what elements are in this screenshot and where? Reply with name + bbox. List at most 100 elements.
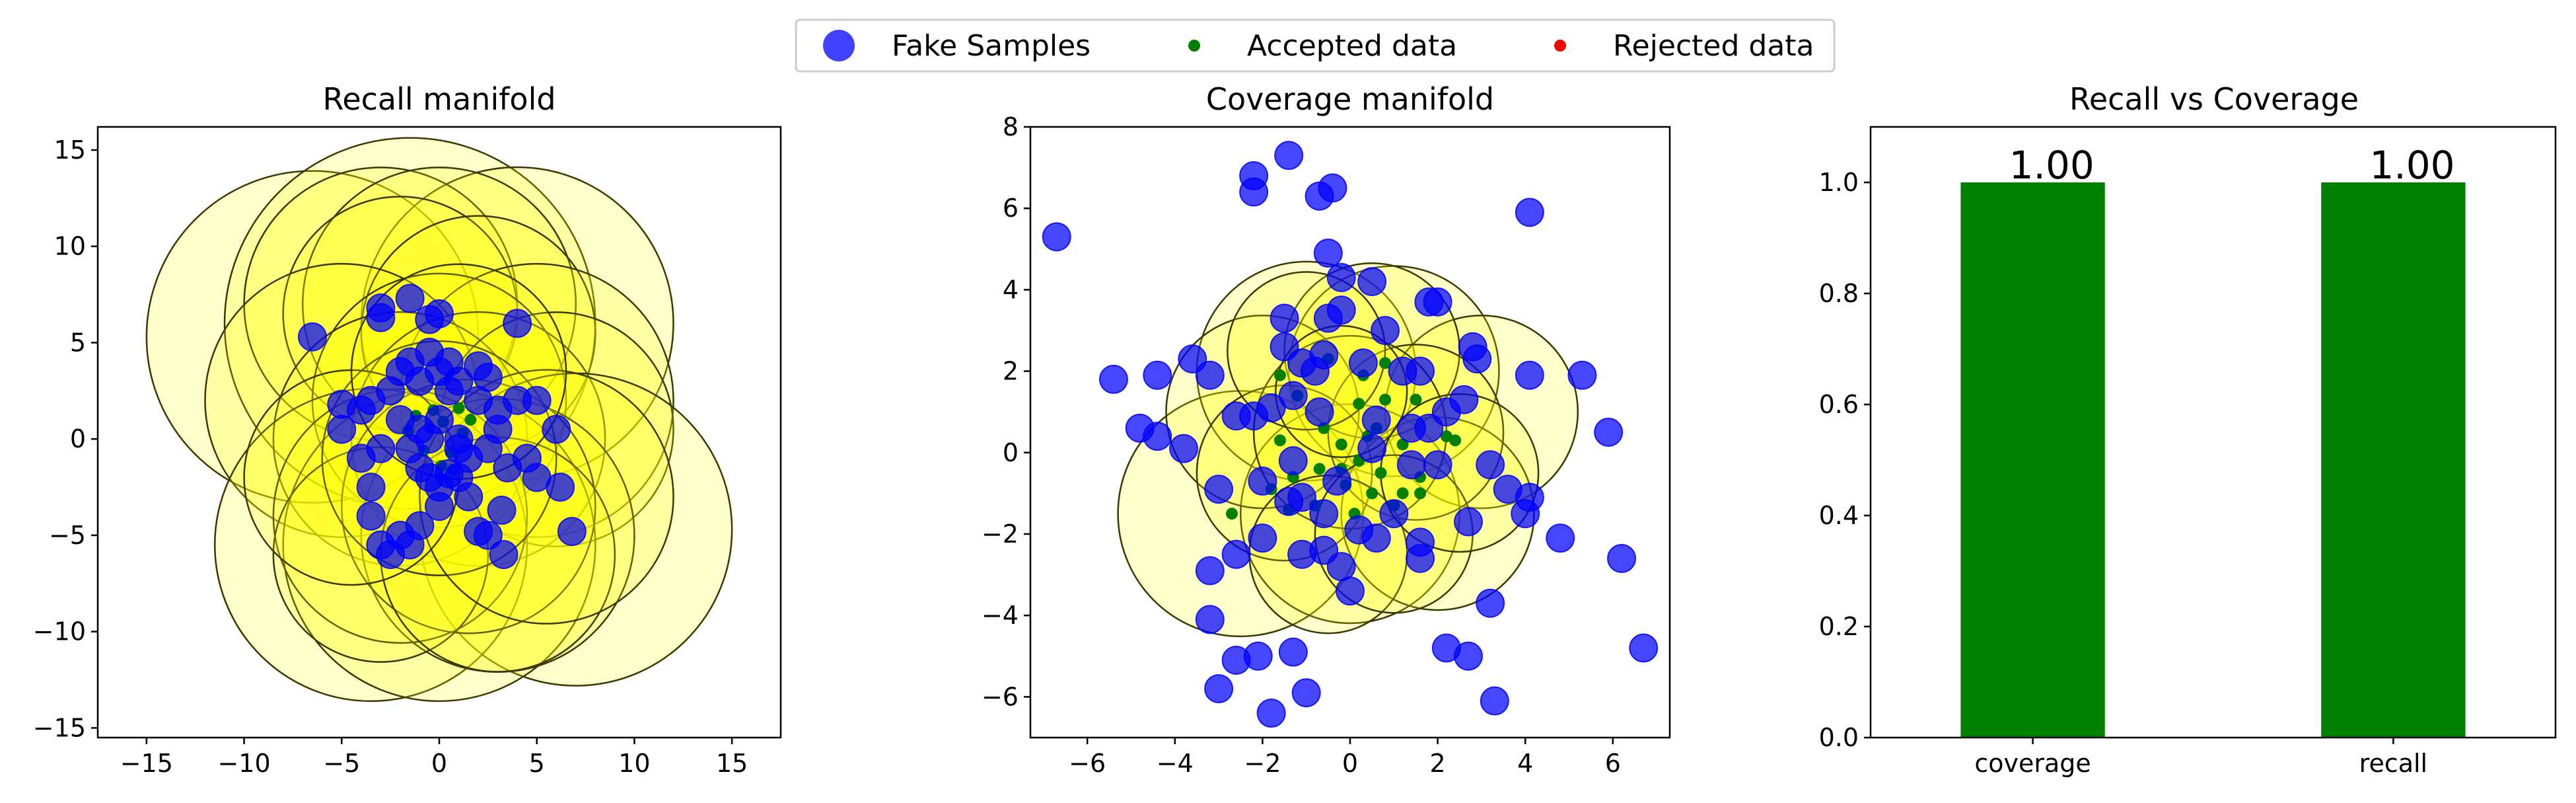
recall-manifold-x-tick-label: −15 bbox=[120, 749, 173, 778]
coverage-manifold-x-tick-label: −2 bbox=[1244, 749, 1281, 778]
recall-manifold-title: Recall manifold bbox=[322, 81, 555, 117]
recall-manifold-y-tick-label: 15 bbox=[54, 135, 86, 165]
coverage-manifold-fake-point bbox=[1204, 674, 1234, 704]
coverage-manifold-fake-point bbox=[1309, 340, 1339, 369]
coverage-manifold-accepted-point bbox=[1375, 467, 1387, 479]
coverage-manifold-y-tick-label: −2 bbox=[982, 519, 1019, 549]
coverage-manifold-fake-point bbox=[1476, 450, 1505, 480]
coverage-manifold-accepted-point bbox=[1353, 397, 1365, 410]
coverage-manifold-fake-point bbox=[1042, 222, 1071, 252]
coverage-manifold-fake-point bbox=[1379, 499, 1409, 529]
recall-vs-coverage-frame bbox=[1869, 126, 2557, 739]
recall-manifold-y-tick-label: −15 bbox=[33, 713, 86, 742]
coverage-manifold-accepted-point bbox=[1449, 434, 1462, 447]
coverage-manifold-fake-point bbox=[1449, 385, 1479, 414]
coverage-manifold-fake-point bbox=[1515, 360, 1544, 390]
recall-manifold-fake-point bbox=[405, 511, 435, 541]
coverage-manifold-fake-point bbox=[1336, 576, 1365, 606]
coverage-manifold-fake-point bbox=[1462, 344, 1492, 374]
coverage-manifold-accepted-point bbox=[1313, 463, 1326, 475]
recall-manifold-x-tick-label: 10 bbox=[618, 749, 650, 778]
coverage-manifold-y-tick-label: 6 bbox=[1003, 194, 1019, 223]
recall-manifold-fake-point bbox=[487, 496, 517, 525]
coverage-manifold-fake-point bbox=[1248, 523, 1277, 553]
recall-manifold-y-tick-label: 0 bbox=[70, 424, 86, 453]
coverage-manifold-y-ticks: −6 −4 −2 0 2 4 6 8 bbox=[982, 112, 1030, 711]
coverage-manifold-fake-point bbox=[1476, 588, 1505, 618]
coverage-manifold-fake-point bbox=[1396, 413, 1426, 443]
coverage-manifold-fake-point bbox=[1326, 262, 1356, 292]
recall-manifold-x-tick-label: 0 bbox=[431, 749, 447, 778]
coverage-manifold-fake-point bbox=[1248, 466, 1277, 496]
coverage-manifold-fake-point bbox=[1098, 364, 1128, 394]
coverage-manifold-fake-point bbox=[1270, 303, 1299, 333]
recall-manifold-fake-point bbox=[489, 540, 519, 570]
coverage-manifold-fake-point bbox=[1546, 523, 1575, 553]
coverage-manifold-y-tick-label: 0 bbox=[1003, 438, 1019, 467]
coverage-manifold-x-ticks: −6 −4 −2 0 2 4 6 bbox=[1069, 738, 1621, 778]
coverage-manifold-fake-point bbox=[1195, 360, 1225, 390]
legend: Fake Samples Accepted data Rejected data bbox=[795, 19, 1836, 73]
coverage-manifold-fake-point bbox=[1256, 393, 1286, 423]
recall-manifold-fake-point bbox=[297, 322, 327, 352]
recall-manifold-fake-point bbox=[483, 414, 513, 444]
recall-manifold-fake-point bbox=[356, 501, 386, 531]
recall-manifold-x-tick-label: 5 bbox=[529, 749, 545, 778]
recall-manifold-y-tick-label: 10 bbox=[54, 232, 86, 261]
coverage-manifold-fake-point bbox=[1357, 267, 1387, 297]
recall-manifold-y-ticks: −15 −10 −5 0 5 10 15 bbox=[33, 135, 98, 742]
bar-value-label: 1.00 bbox=[2369, 143, 2454, 188]
coverage-manifold-fake-point bbox=[1607, 543, 1637, 573]
recall-manifold-fake-point bbox=[444, 366, 474, 396]
recall-manifold-fake-point bbox=[473, 520, 503, 550]
recall-manifold-fake-point bbox=[346, 443, 376, 473]
coverage-manifold-fake-point bbox=[1243, 641, 1273, 671]
coverage-manifold-fake-point bbox=[1278, 446, 1308, 476]
coverage-manifold-fake-point bbox=[1348, 348, 1378, 378]
legend-accepted-marker bbox=[1188, 40, 1200, 52]
recall-manifold-y-tick-label: −5 bbox=[49, 521, 86, 550]
coverage-manifold-y-tick-label: −6 bbox=[982, 682, 1019, 711]
coverage-manifold-fake-point bbox=[1357, 434, 1387, 463]
coverage-manifold-fake-point bbox=[1195, 556, 1225, 586]
y-tick-label: 0.4 bbox=[1819, 501, 1859, 530]
recall-manifold-fake-point bbox=[366, 303, 396, 332]
coverage-manifold-fake-point bbox=[1143, 422, 1172, 451]
coverage-manifold-y-tick-label: 8 bbox=[1003, 112, 1019, 141]
coverage-manifold-x-tick-label: 0 bbox=[1342, 749, 1358, 778]
coverage-manifold-fake-point bbox=[1515, 198, 1544, 227]
recall-manifold-x-tick-label: −5 bbox=[323, 749, 360, 778]
recall-manifold-panel: Recall manifold −15 −10 −5 0 5 10 15 −15 −10 −5 0… bbox=[33, 81, 782, 778]
coverage-manifold-x-tick-label: 4 bbox=[1517, 749, 1533, 778]
coverage-manifold-accepted-point bbox=[1225, 508, 1238, 520]
recall-manifold-fake-point bbox=[356, 473, 386, 502]
coverage-manifold-fake-point bbox=[1361, 523, 1391, 553]
recall-manifold-fake-point bbox=[444, 434, 474, 463]
y-tick-label: 0.6 bbox=[1819, 390, 1859, 419]
coverage-manifold-x-tick-label: 6 bbox=[1605, 749, 1621, 778]
coverage-manifold-fake-point bbox=[1278, 381, 1308, 410]
coverage-manifold-fake-point bbox=[1371, 316, 1400, 345]
coverage-manifold-accepted-point bbox=[1366, 487, 1378, 500]
legend-rejected-label: Rejected data bbox=[1613, 29, 1814, 63]
recall-manifold-fake-point bbox=[454, 482, 483, 512]
coverage-manifold-x-tick-label: −6 bbox=[1069, 749, 1106, 778]
coverage-manifold-fake-point bbox=[1221, 539, 1251, 569]
recall-manifold-x-ticks: −15 −10 −5 0 5 10 15 bbox=[120, 738, 748, 778]
recall-manifold-fake-point bbox=[327, 414, 357, 444]
coverage-manifold-fake-point bbox=[1594, 418, 1624, 447]
y-tick-label: 1.0 bbox=[1819, 168, 1859, 197]
coverage-manifold-accepted-point bbox=[1379, 393, 1392, 406]
x-tick-label-coverage: coverage bbox=[1974, 749, 2091, 778]
coverage-manifold-fake-point bbox=[1406, 356, 1435, 386]
recall-manifold-fake-point bbox=[546, 473, 575, 502]
coverage-manifold-fake-point bbox=[1326, 552, 1356, 582]
recall-manifold-fake-samples bbox=[297, 284, 587, 570]
recall-vs-coverage-title: Recall vs Coverage bbox=[2069, 81, 2359, 117]
coverage-manifold-fake-point bbox=[1480, 686, 1509, 716]
coverage-manifold-fake-point bbox=[1406, 543, 1435, 573]
coverage-manifold-fake-point bbox=[1423, 450, 1452, 480]
y-tick-label: 0.0 bbox=[1819, 723, 1859, 752]
legend-fake-marker bbox=[823, 30, 855, 61]
coverage-manifold-title: Coverage manifold bbox=[1206, 81, 1494, 117]
